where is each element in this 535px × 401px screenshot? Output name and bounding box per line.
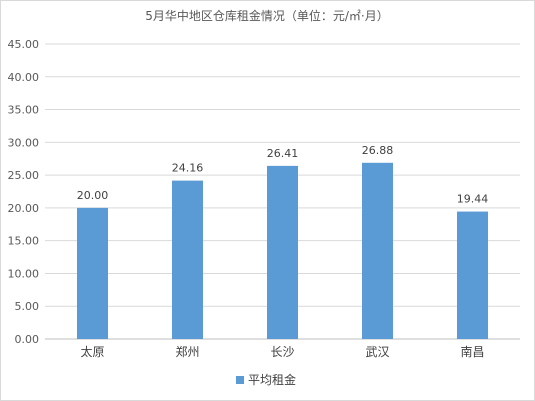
x-tick-label: 太原 — [80, 344, 104, 359]
data-label: 24.16 — [172, 162, 204, 175]
legend-label: 平均租金 — [248, 372, 296, 387]
bar — [172, 180, 203, 339]
data-labels: 20.00 24.16 26.41 26.88 19.44 — [77, 144, 489, 206]
gridlines — [45, 43, 520, 340]
chart-title: 5月华中地区仓库租金情况（单位：元/㎡·月） — [145, 8, 389, 23]
bar — [457, 211, 488, 339]
y-tick-label: 25.00 — [8, 169, 40, 182]
y-tick-label: 20.00 — [8, 202, 40, 215]
y-tick-label: 0.00 — [15, 333, 40, 346]
data-label: 26.88 — [362, 144, 394, 157]
bar — [267, 165, 298, 339]
y-tick-label: 35.00 — [8, 104, 40, 117]
legend-swatch-icon — [236, 376, 244, 384]
y-tick-label: 10.00 — [8, 267, 40, 280]
y-tick-label: 40.00 — [8, 71, 40, 84]
y-tick-label: 15.00 — [8, 235, 40, 248]
y-tick-label: 30.00 — [8, 136, 40, 149]
x-tick-label: 郑州 — [175, 344, 199, 359]
data-label: 20.00 — [77, 189, 109, 202]
bar — [77, 207, 108, 339]
y-tick-label: 45.00 — [8, 38, 40, 51]
y-axis-ticks: 0.00 5.00 10.00 15.00 20.00 25.00 30.00 35.00 40… — [8, 38, 40, 346]
legend: 平均租金 — [236, 372, 296, 387]
data-label: 19.44 — [457, 193, 489, 206]
bars — [77, 162, 488, 339]
x-tick-label: 长沙 — [270, 345, 294, 359]
bar — [362, 162, 393, 339]
x-tick-label: 南昌 — [460, 344, 484, 359]
x-tick-label: 武汉 — [365, 345, 389, 359]
y-tick-label: 5.00 — [15, 300, 40, 313]
data-label: 26.41 — [267, 147, 299, 160]
x-axis-categories: 太原 郑州 长沙 武汉 南昌 — [80, 344, 484, 359]
